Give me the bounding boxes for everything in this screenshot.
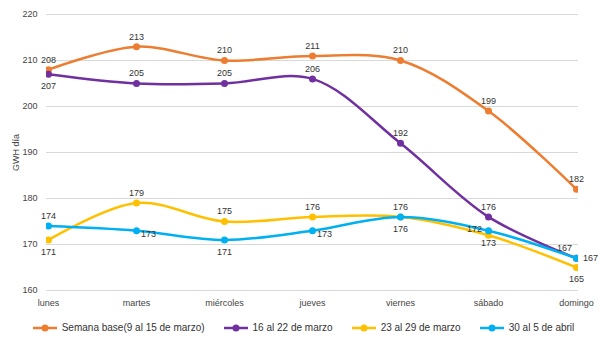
svg-text:176: 176 [393, 202, 408, 212]
svg-text:lunes: lunes [38, 298, 60, 308]
svg-text:172: 172 [467, 224, 482, 234]
svg-text:182: 182 [569, 174, 584, 184]
svg-text:205: 205 [217, 68, 232, 78]
svg-text:213: 213 [129, 32, 144, 42]
svg-text:211: 211 [305, 41, 319, 51]
svg-text:176: 176 [393, 224, 408, 234]
svg-text:208: 208 [41, 55, 56, 65]
svg-text:210: 210 [22, 55, 37, 65]
svg-text:martes: martes [123, 298, 151, 308]
svg-text:170: 170 [22, 239, 37, 249]
svg-text:165: 165 [569, 274, 584, 284]
svg-text:GWH día: GWH día [11, 134, 21, 171]
svg-text:175: 175 [217, 206, 232, 216]
svg-text:171: 171 [217, 247, 232, 257]
svg-text:190: 190 [22, 147, 37, 157]
svg-text:176: 176 [305, 202, 320, 212]
svg-text:174: 174 [41, 211, 56, 221]
svg-text:200: 200 [22, 101, 37, 111]
svg-text:176: 176 [481, 202, 496, 212]
svg-text:171: 171 [41, 247, 56, 257]
html-text:16 al 22 de marzo: 16 al 22 de marzo [252, 322, 333, 333]
svg-text:domingo: domingo [559, 298, 594, 308]
svg-text:205: 205 [129, 68, 144, 78]
html-text:23 al 29 de marzo: 23 al 29 de marzo [380, 322, 461, 333]
svg-text:210: 210 [393, 45, 408, 55]
html-text:Semana base(9 al 15 de marzo): Semana base(9 al 15 de marzo) [61, 322, 205, 333]
svg-text:miércoles: miércoles [205, 298, 244, 308]
svg-text:173: 173 [481, 238, 496, 248]
svg-text:207: 207 [41, 81, 56, 91]
svg-text:180: 180 [22, 193, 37, 203]
svg-text:160: 160 [22, 285, 37, 295]
svg-text:jueves: jueves [298, 298, 326, 308]
svg-text:179: 179 [129, 188, 144, 198]
svg-text:220: 220 [22, 9, 37, 19]
svg-text:210: 210 [217, 45, 232, 55]
svg-text:167: 167 [557, 243, 572, 253]
svg-text:173: 173 [317, 229, 332, 239]
html-text:30 al 5 de abril: 30 al 5 de abril [508, 322, 575, 333]
svg-text:206: 206 [305, 64, 320, 74]
svg-text:167: 167 [583, 253, 598, 263]
svg-text:viernes: viernes [386, 298, 416, 308]
svg-text:192: 192 [393, 128, 408, 138]
svg-text:199: 199 [481, 96, 496, 106]
svg-text:173: 173 [141, 229, 156, 239]
svg-text:sábado: sábado [474, 298, 504, 308]
